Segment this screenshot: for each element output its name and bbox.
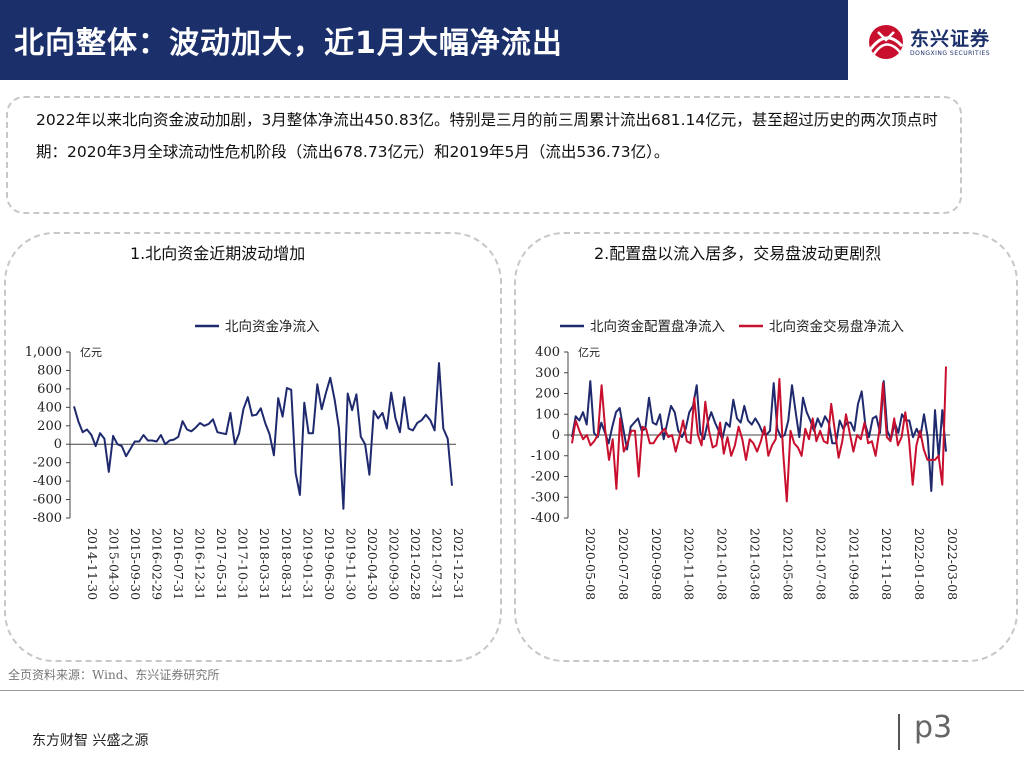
y-tick-label: 1,000 [25, 345, 62, 360]
x-tick-label: 2020-04-30 [365, 528, 380, 600]
y-tick-label: 600 [37, 382, 62, 397]
series-line-2 [571, 366, 947, 503]
x-tick-label: 2021-03-08 [748, 528, 763, 600]
legend-label-1: 北向资金净流入 [225, 319, 320, 335]
footer-divider [0, 690, 1024, 691]
footer-separator [898, 714, 900, 750]
y-tick-label: -300 [531, 490, 560, 505]
x-tick-label: 2022-03-08 [945, 528, 960, 600]
page-number: p3 [914, 710, 953, 745]
x-tick-label: 2016-12-31 [193, 528, 208, 600]
source-note: 全页资料来源：Wind、东兴证券研究所 [8, 668, 220, 682]
footer-slogan: 东方财智 兴盛之源 [32, 733, 149, 749]
x-tick-label: 2021-07-08 [813, 528, 828, 600]
x-tick-label: 2015-04-30 [107, 528, 122, 600]
x-tick-label: 2021-09-08 [846, 528, 861, 600]
company-logo: 东兴证券 DONGXING SECURITIES [848, 0, 1024, 80]
y-tick-label: -400 [531, 511, 560, 526]
x-tick-label: 2020-09-30 [386, 528, 401, 600]
right-chart-panel [514, 232, 1018, 662]
summary-box: 2022年以来北向资金波动加剧，3月整体净流出450.83亿。特别是三月的前三周… [6, 96, 962, 214]
x-tick-label: 2017-10-31 [236, 528, 251, 600]
right-panel-title: 2.配置盘以流入居多，交易盘波动更剧烈 [588, 240, 888, 264]
y-tick-label: -600 [33, 493, 62, 508]
allocation-trading-chart: -400 -300 -200 -100 0 100 200 300 400 亿元 2020-05-0… [531, 318, 960, 600]
legend-label-2: 北向资金交易盘净流入 [769, 318, 904, 335]
x-tick-label: 2020-07-08 [616, 528, 631, 600]
x-tick-label: 2019-01-31 [300, 528, 315, 600]
x-tick-label: 2022-01-08 [912, 528, 927, 600]
x-tick-label: 2021-02-28 [408, 528, 423, 600]
y-tick-label: -800 [33, 511, 62, 526]
logo-name: 东兴证券 [910, 28, 991, 50]
x-tick-label: 2015-09-30 [128, 528, 143, 600]
x-tick-label: 2014-11-30 [85, 528, 100, 600]
y-tick-label: -400 [33, 474, 62, 489]
x-tick-label: 2020-09-08 [649, 528, 664, 600]
x-tick-label: 2016-02-29 [150, 528, 165, 600]
x-tick-label: 2021-12-31 [451, 528, 466, 600]
legend-label-1: 北向资金配置盘净流入 [590, 318, 725, 335]
y-tick-label: 300 [535, 366, 560, 381]
north-flow-chart: -800 -600 -400 -200 0 200 400 600 800 1,000 亿元 2014… [25, 319, 466, 600]
x-tick-label: 2018-03-31 [257, 528, 272, 600]
x-tick-label: 2020-11-08 [682, 528, 697, 600]
page-title: 北向整体：波动加大，近1月大幅净流出 [14, 26, 563, 61]
y-tick-label: 800 [37, 363, 62, 378]
x-tick-label: 2021-05-08 [780, 528, 795, 600]
x-tick-label: 2019-06-30 [322, 528, 337, 600]
x-tick-label: 2016-07-31 [171, 528, 186, 600]
series-line-1 [73, 362, 453, 510]
unit-label: 亿元 [578, 346, 600, 359]
y-tick-label: 200 [37, 419, 62, 434]
series-line-1 [571, 380, 947, 492]
y-tick-label: -200 [33, 456, 62, 471]
y-tick-label: 200 [535, 387, 560, 402]
x-tick-label: 2021-01-08 [715, 528, 730, 600]
logo-emblem-icon [868, 25, 904, 59]
left-chart-panel [4, 232, 502, 662]
x-tick-label: 2018-08-31 [279, 528, 294, 600]
left-panel-title: 1.北向资金近期波动增加 [124, 240, 312, 264]
y-tick-label: 400 [535, 345, 560, 360]
y-tick-label: -200 [531, 470, 560, 485]
y-tick-label: 0 [54, 437, 62, 452]
summary-text: 2022年以来北向资金波动加剧，3月整体净流出450.83亿。特别是三月的前三周… [36, 111, 938, 161]
y-tick-label: 0 [552, 428, 560, 443]
y-tick-label: 100 [535, 407, 560, 422]
x-tick-label: 2017-05-31 [214, 528, 229, 600]
x-tick-label: 2021-11-08 [879, 528, 894, 600]
header-banner: 北向整体：波动加大，近1月大幅净流出 [0, 0, 848, 80]
unit-label: 亿元 [80, 346, 102, 359]
y-tick-label: 400 [37, 400, 62, 415]
y-tick-label: -100 [531, 449, 560, 464]
x-tick-label: 2020-05-08 [583, 528, 598, 600]
x-tick-label: 2019-11-30 [343, 528, 358, 600]
logo-subtitle: DONGXING SECURITIES [910, 50, 991, 57]
x-tick-label: 2021-07-31 [429, 528, 444, 600]
